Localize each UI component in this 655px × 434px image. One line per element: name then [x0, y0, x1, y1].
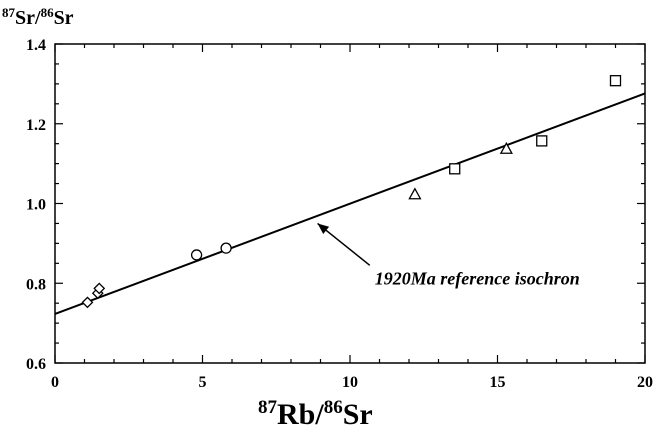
y-tick-labels: 0.6 0.8 1.0 1.2 1.4	[26, 37, 46, 373]
square-marker	[536, 135, 548, 147]
reference-isochron-line	[54, 92, 646, 315]
annotation-text: 1920Ma reference isochron	[375, 268, 580, 288]
x-axis-title: 87Rb/86Sr	[258, 397, 373, 431]
arrow-head	[317, 223, 330, 234]
triangle-marker	[499, 141, 513, 154]
y-title-sup1: 87	[2, 5, 16, 20]
diamond-marker	[93, 282, 106, 295]
x-tick-label: 0	[51, 374, 59, 391]
data-markers	[81, 75, 622, 309]
y-title-main2: Sr	[54, 7, 74, 29]
y-tick-label: 0.8	[26, 276, 46, 293]
x-title-sup2: 86	[324, 397, 343, 418]
square-marker	[449, 163, 461, 175]
annotation-arrow	[317, 222, 371, 266]
x-title-main1: Rb/	[277, 398, 324, 431]
y-tick-label: 0.6	[26, 356, 46, 373]
x-tick-label: 5	[199, 374, 207, 391]
y-axis-title: 87Sr/86Sr	[2, 5, 74, 29]
x-tick-label: 10	[342, 374, 358, 391]
x-title-main2: Sr	[343, 398, 373, 431]
y-tick-label: 1.2	[26, 117, 46, 134]
y-title-main1: Sr/	[15, 7, 41, 29]
x-tick-labels: 0 5 10 15 20	[51, 374, 653, 391]
x-title-sup1: 87	[258, 397, 278, 418]
ticks-group	[54, 43, 646, 364]
y-tick-label: 1.0	[26, 197, 46, 214]
x-tick-label: 15	[490, 374, 506, 391]
square-marker	[609, 75, 622, 87]
circle-marker	[190, 249, 203, 261]
diamond-marker	[81, 296, 94, 309]
circle-marker	[220, 242, 232, 254]
arrow-shaft	[317, 222, 371, 266]
y-title-sup2: 86	[41, 5, 55, 20]
y-tick-label: 1.4	[26, 37, 46, 54]
triangle-marker	[408, 187, 422, 200]
x-tick-label: 20	[637, 374, 653, 391]
